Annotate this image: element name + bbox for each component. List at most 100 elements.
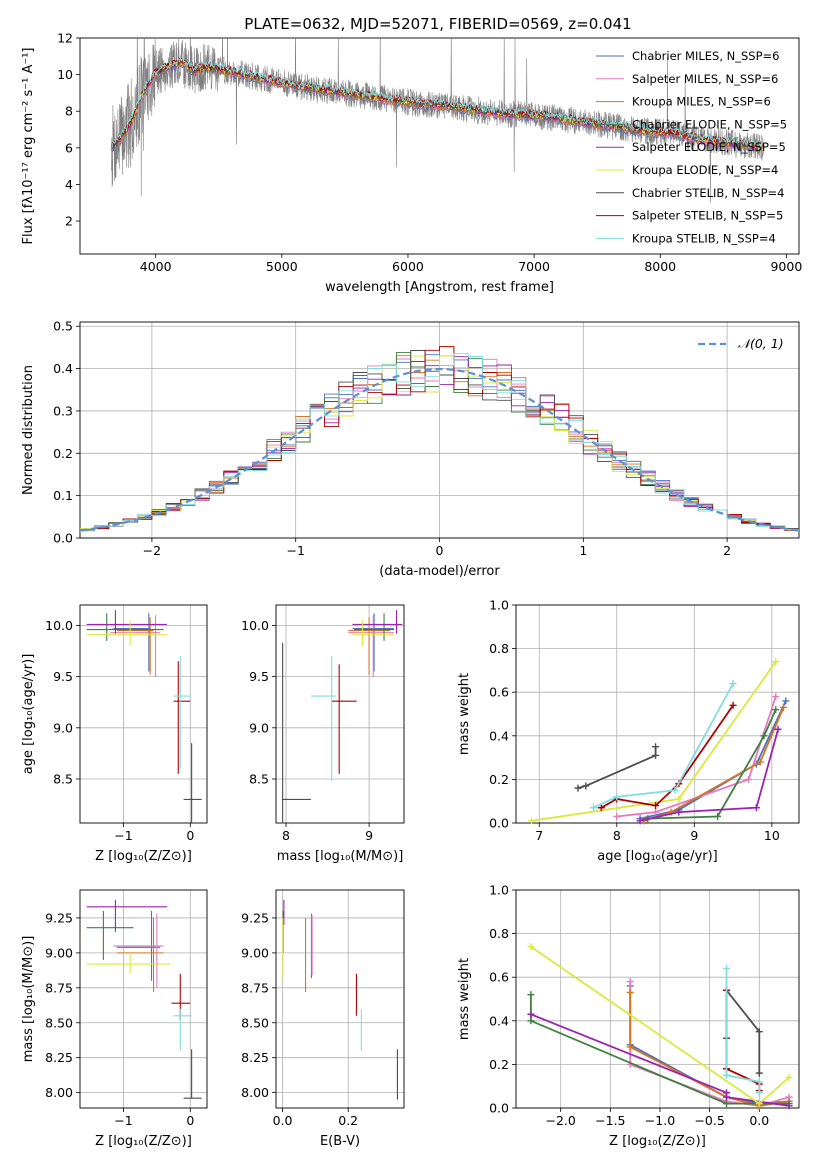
model-spectrum-8 — [111, 56, 764, 149]
weight-marker — [528, 817, 536, 825]
data-point — [86, 910, 134, 960]
y-tick-label: 0.5 — [53, 319, 73, 334]
legend-label: Salpeter ELODIE, N_SSP=5 — [632, 140, 786, 154]
weight-marker — [729, 701, 737, 709]
x-tick-label: 2 — [723, 543, 731, 558]
y-tick-label: 8.00 — [241, 1085, 269, 1100]
weight-marker — [785, 1102, 793, 1110]
x-tick-label: −1 — [286, 543, 304, 558]
legend-label: Chabrier MILES, N_SSP=6 — [632, 49, 779, 63]
data-point — [110, 615, 161, 677]
y-tick-label: 9.5 — [249, 669, 269, 684]
weight-marker — [671, 786, 679, 794]
y-tick-label: 9.0 — [53, 720, 73, 735]
y-tick-label: 8.75 — [45, 980, 73, 995]
age_vs_Z-axes: −1 0 8.5 9.0 9.5 10.0 Z [log₁₀(Z/Z⊙)] age [log₁… — [21, 604, 208, 864]
spectrum-axes: 4000 5000 6000 7000 8000 9000 2 4 6 8 10 12 waveleng… — [21, 31, 802, 296]
weight-line-6 — [577, 746, 657, 789]
weight-marker — [636, 817, 644, 825]
legend-label: Chabrier ELODIE, N_SSP=5 — [632, 117, 787, 131]
legend-label: Kroupa MILES, N_SSP=6 — [632, 95, 771, 109]
x-tick-label: 8 — [613, 828, 621, 843]
x-tick-label: −1.5 — [595, 1113, 625, 1128]
data-point — [86, 899, 167, 932]
weight-marker — [772, 693, 780, 701]
spectrum-legend: Chabrier MILES, N_SSP=6 Salpeter MILES, N… — [596, 49, 787, 245]
legend-label: Kroupa STELIB, N_SSP=4 — [632, 231, 776, 245]
x-tick-label: −2 — [143, 543, 161, 558]
x-tick-label: −0.5 — [694, 1113, 724, 1128]
data-point — [116, 617, 154, 675]
spectrum-ylabel: Flux [fλ10⁻¹⁷ erg cm⁻² s⁻¹ A⁻¹] — [21, 48, 36, 245]
data-point — [113, 913, 164, 988]
weight_vs_Z-axes: −2.0 −1.5 −1.0 −0.5 0.0 0.0 0.2 0.4 0.6 0.8 1.0 Z [… — [457, 883, 800, 1149]
data-point — [171, 973, 191, 1020]
weight-marker — [782, 697, 790, 705]
y-tick-label: 12 — [57, 31, 73, 46]
weight-marker — [675, 795, 683, 803]
weight-marker — [574, 784, 582, 792]
y-tick-label: 0.4 — [489, 728, 509, 743]
weight-marker — [723, 1100, 731, 1108]
weight_vs_Z-frame — [515, 889, 800, 1109]
weight-line-5 — [531, 661, 777, 822]
x-tick-label: 8000 — [644, 259, 676, 274]
mass_vs_ebv-frame — [275, 889, 405, 1109]
x-tick-label: 6000 — [392, 259, 424, 274]
weight-marker — [597, 804, 605, 812]
data-point — [173, 661, 191, 774]
weight_vs_age-xlabel: age [log₁₀(age/yr)] — [597, 849, 718, 864]
weight-marker — [652, 802, 660, 810]
age_vs_mass-xlabel: mass [log₁₀(M/M⊙)] — [277, 849, 404, 864]
weight-marker — [582, 782, 590, 790]
weight-marker — [785, 1073, 793, 1081]
spectrum-xlabel: wavelength [Angstrom, rest frame] — [325, 280, 554, 295]
y-tick-label: 0.2 — [489, 1057, 509, 1072]
y-tick-label: 10 — [57, 67, 73, 82]
data-point — [86, 952, 171, 974]
y-tick-label: 0.4 — [489, 1013, 509, 1028]
weight_vs_Z-ylabel: mass weight — [457, 958, 472, 1040]
weight_vs_age-ylabel: mass weight — [457, 673, 472, 755]
y-tick-label: 1.0 — [489, 883, 509, 898]
data-point — [173, 656, 191, 769]
weight-marker — [723, 964, 731, 972]
weight_vs_Z-xlabel: Z [log₁₀(Z/Z⊙)] — [609, 1134, 706, 1149]
data-point — [173, 1008, 192, 1051]
weight-marker — [527, 1017, 535, 1025]
observed-spectrum — [111, 38, 764, 203]
mass_vs_Z-ylabel: mass [log₁₀(M/M⊙)] — [21, 936, 36, 1063]
weight-line-6 — [725, 987, 761, 1074]
weight-marker — [527, 943, 535, 951]
weight-marker — [774, 725, 782, 733]
legend-label: 𝒩(0, 1) — [738, 336, 784, 351]
y-tick-label: 8.50 — [241, 1015, 269, 1030]
weight-marker — [745, 775, 753, 783]
mass_vs_Z-xlabel: Z [log₁₀(Z/Z⊙)] — [95, 1134, 192, 1149]
weight-marker — [752, 804, 760, 812]
x-tick-label: 0 — [436, 543, 444, 558]
y-tick-label: 9.5 — [53, 669, 73, 684]
figure-title: PLATE=0632, MJD=52071, FIBERID=0569, z=0… — [244, 15, 631, 33]
legend-label: Kroupa ELODIE, N_SSP=4 — [632, 163, 778, 177]
weight-marker — [779, 703, 787, 711]
x-tick-label: −2.0 — [546, 1113, 576, 1128]
legend-label: Salpeter STELIB, N_SSP=5 — [632, 209, 783, 223]
mass_vs_Z-axes: −1 0 8.00 8.25 8.50 8.75 9.00 9.25 Z [log₁₀(Z/Z⊙… — [21, 889, 208, 1149]
weight-marker — [626, 978, 634, 986]
weight-marker — [590, 804, 598, 812]
data-point — [348, 617, 390, 675]
y-tick-label: 2 — [65, 214, 73, 229]
data-point — [86, 613, 164, 641]
weight-marker — [772, 658, 780, 666]
gaussian-curve — [80, 367, 799, 532]
data-point — [183, 1049, 202, 1099]
y-tick-label: 8.75 — [241, 980, 269, 995]
y-tick-label: 8.50 — [45, 1015, 73, 1030]
weight-line-4 — [639, 729, 779, 822]
x-tick-label: 0.0 — [749, 1113, 769, 1128]
y-tick-label: 1.0 — [489, 598, 509, 613]
y-tick-label: 0.6 — [489, 685, 509, 700]
y-tick-label: 10.0 — [45, 618, 73, 633]
weight-marker — [755, 1069, 763, 1077]
